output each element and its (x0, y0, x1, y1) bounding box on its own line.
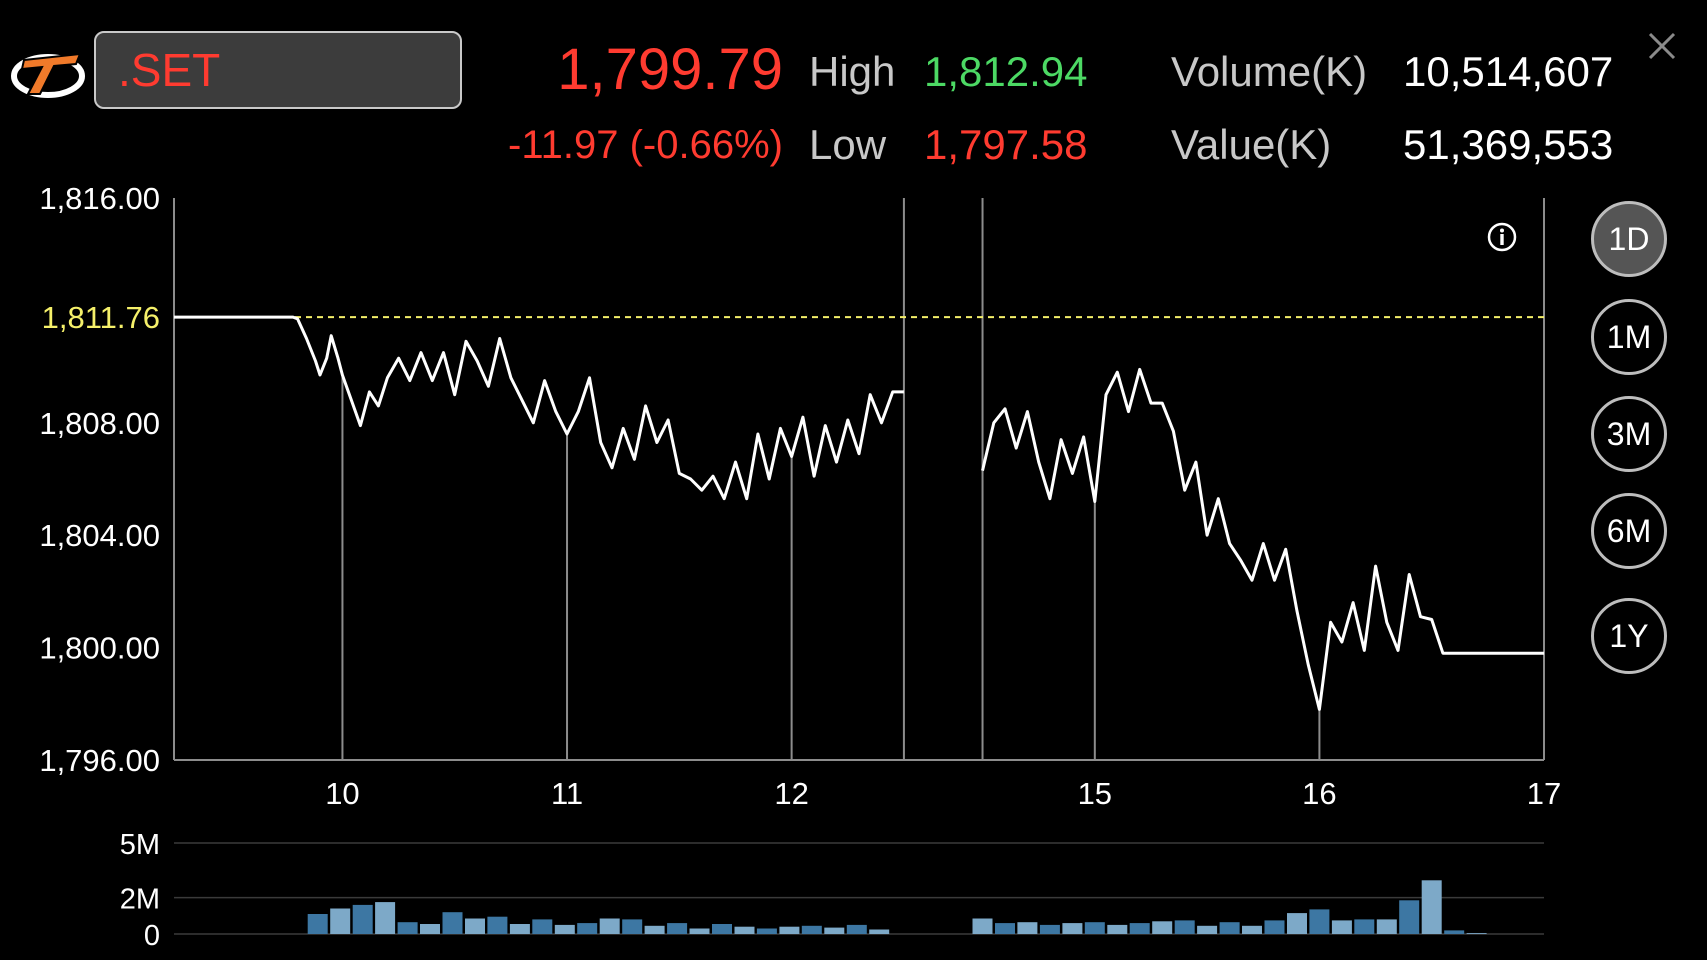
volume-bar (779, 926, 800, 934)
volume-bar (756, 928, 777, 934)
volume-bar (689, 928, 710, 934)
volume-value: 10,514,607 (1403, 48, 1614, 95)
volume-bar (577, 923, 598, 934)
volume-bar (1084, 922, 1105, 934)
volume-bar (1444, 930, 1465, 934)
period-3m-button[interactable]: 3M (1591, 396, 1667, 472)
volume-bar (1174, 920, 1195, 934)
volume-bar (1017, 922, 1038, 934)
volume-bar (667, 923, 688, 934)
volume-bar (1219, 922, 1240, 934)
volume-y-tick-label: 0 (144, 920, 160, 952)
x-tick-label: 16 (1302, 776, 1336, 811)
y-tick-label: 1,796.00 (39, 743, 160, 778)
volume-bar (1242, 925, 1262, 934)
volume-bar (1331, 920, 1352, 934)
volume-bar (972, 918, 993, 934)
volume-y-tick-label: 5M (120, 829, 160, 861)
x-tick-label: 15 (1078, 776, 1112, 811)
x-tick-label: 12 (774, 776, 808, 811)
volume-bar (1197, 925, 1218, 934)
period-1m-button[interactable]: 1M (1591, 299, 1667, 375)
volume-bar (442, 912, 463, 934)
volume-bar (1152, 921, 1173, 934)
volume-bar (846, 924, 867, 934)
symbol-input[interactable]: .SET (94, 31, 462, 109)
volume-bar (1376, 919, 1397, 934)
volume-bar (801, 925, 822, 934)
volume-bar (307, 914, 328, 934)
volume-bar (465, 918, 485, 934)
last-price: 1,799.79 (557, 37, 783, 102)
volume-bar (420, 924, 440, 934)
x-tick-label: 11 (551, 776, 583, 811)
volume-bar (330, 908, 351, 934)
volume-bar (712, 924, 732, 934)
high-label: High (809, 48, 896, 95)
volume-label: Volume(K) (1171, 48, 1368, 95)
volume-bar (509, 924, 530, 934)
volume-bar (1354, 919, 1375, 934)
high-value: 1,812.94 (924, 48, 1088, 95)
volume-bar (599, 918, 620, 934)
volume-bar (1466, 933, 1487, 934)
price-series-line-afternoon (981, 367, 1544, 711)
value-label: Value(K) (1171, 121, 1332, 168)
volume-bar (622, 919, 643, 934)
volume-bar (1264, 920, 1285, 934)
volume-bar (554, 924, 575, 934)
volume-bar (1421, 880, 1442, 934)
volume-bar (734, 926, 755, 934)
y-tick-label: 1,816.00 (39, 181, 160, 216)
x-tick-label: 17 (1527, 776, 1561, 811)
price-series-line-morning (174, 315, 904, 501)
volume-y-tick-label: 2M (120, 884, 160, 916)
volume-bar (375, 902, 396, 934)
x-tick-label: 10 (325, 776, 359, 811)
volume-bar (1062, 923, 1083, 934)
volume-bar (532, 919, 553, 934)
volume-bar (1039, 924, 1060, 934)
volume-bar (1129, 923, 1150, 934)
volume-bar (1107, 924, 1128, 934)
y-tick-label: 1,804.00 (39, 518, 160, 553)
price-change: -11.97 (-0.66%) (508, 123, 783, 167)
period-1d-button[interactable]: 1D (1591, 201, 1667, 277)
low-label: Low (809, 121, 887, 168)
y-tick-label: 1,800.00 (39, 631, 160, 666)
volume-bar (352, 904, 373, 934)
volume-bar (995, 923, 1015, 934)
y-tick-label: 1,808.00 (39, 406, 160, 441)
low-value: 1,797.58 (924, 121, 1088, 168)
value-value: 51,369,553 (1403, 121, 1614, 168)
volume-bar (487, 916, 508, 934)
close-icon[interactable] (1644, 28, 1680, 64)
volume-bar (397, 922, 418, 934)
period-1y-button[interactable]: 1Y (1591, 598, 1667, 674)
volume-bar (1399, 900, 1420, 934)
volume-bar (869, 929, 890, 934)
volume-bar (824, 927, 845, 934)
prev-close-label: 1,811.76 (42, 300, 160, 335)
period-6m-button[interactable]: 6M (1591, 493, 1667, 569)
info-icon[interactable] (1486, 221, 1518, 253)
volume-bar (1309, 909, 1330, 934)
broker-logo-icon (11, 52, 85, 98)
volume-bar (644, 925, 665, 934)
volume-bar (1287, 913, 1307, 934)
